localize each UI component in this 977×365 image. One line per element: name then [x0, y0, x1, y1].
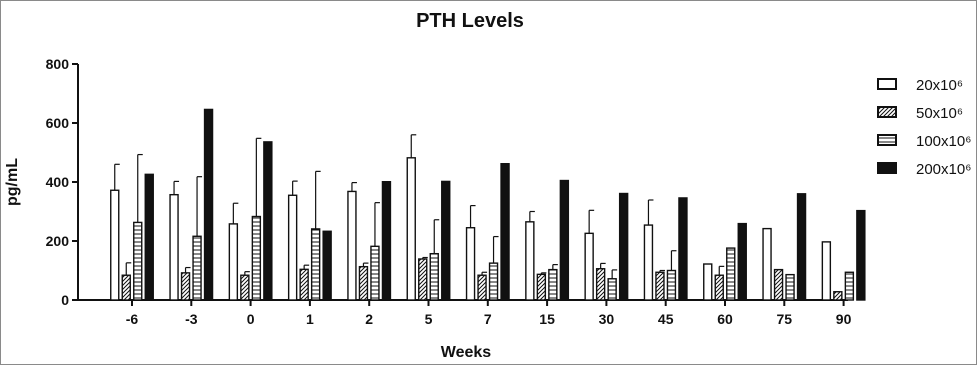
bar — [358, 265, 369, 301]
x-tick-label: 60 — [717, 311, 733, 327]
legend-swatch — [877, 134, 897, 146]
bar — [299, 268, 309, 301]
x-tick-label: 90 — [836, 311, 852, 327]
bar — [429, 252, 439, 301]
bar — [228, 223, 239, 301]
bar — [821, 241, 832, 301]
x-tick-label: 30 — [599, 311, 615, 327]
bar — [133, 221, 143, 301]
y-tick-label: 200 — [46, 233, 70, 249]
legend-swatch — [877, 78, 897, 90]
bar — [666, 269, 677, 301]
bar — [726, 247, 736, 301]
bar — [465, 227, 476, 301]
bar — [548, 268, 558, 301]
bar — [263, 141, 273, 301]
bar — [607, 278, 617, 301]
x-tick-label: 75 — [777, 311, 793, 327]
bar — [785, 273, 795, 301]
legend-label: 100x10⁶ — [916, 133, 971, 150]
x-tick-label: 5 — [425, 311, 433, 327]
y-axis-label: pg/mL — [4, 158, 21, 206]
x-tick-label: 15 — [539, 311, 555, 327]
bar — [714, 274, 724, 301]
bar — [559, 179, 570, 301]
bar — [762, 227, 772, 301]
y-tick-label: 600 — [46, 115, 70, 131]
legend-label: 20x10⁶ — [916, 77, 963, 94]
x-tick-label: 0 — [247, 311, 255, 327]
bar — [773, 268, 784, 301]
y-tick-label: 0 — [61, 292, 69, 308]
bar — [655, 271, 665, 301]
x-axis-label: Weeks — [441, 344, 492, 361]
bar — [121, 274, 131, 301]
bar — [322, 230, 332, 301]
bar — [643, 224, 654, 301]
x-tick-label: -3 — [185, 311, 198, 327]
x-tick-label: 1 — [306, 311, 314, 327]
bar — [203, 108, 214, 301]
bar — [110, 189, 120, 301]
bar — [833, 291, 843, 301]
bar — [406, 157, 416, 301]
legend-label: 50x10⁶ — [916, 105, 963, 122]
bar — [381, 181, 392, 301]
bar — [441, 180, 451, 301]
bar — [678, 197, 688, 301]
legend-swatch — [877, 106, 897, 118]
bar — [500, 163, 510, 301]
bar — [418, 258, 428, 301]
bar — [536, 273, 547, 301]
bar — [844, 271, 855, 301]
bar — [287, 194, 298, 301]
bar — [796, 193, 807, 301]
bar — [144, 173, 154, 301]
legend: 20x10⁶ 50x10⁶ 100x10⁶ 200x10⁶ — [877, 77, 971, 178]
bar — [703, 263, 713, 301]
bar — [595, 268, 606, 301]
bars-layer — [110, 108, 866, 301]
bar — [488, 262, 499, 301]
bar — [180, 272, 191, 301]
bar — [584, 232, 594, 301]
legend-swatch — [877, 162, 897, 174]
bar — [618, 192, 629, 301]
bar — [251, 215, 262, 301]
y-tick-label: 400 — [46, 174, 70, 190]
chart-title: PTH Levels — [416, 10, 524, 32]
bar — [477, 274, 487, 301]
x-tick-label: 7 — [484, 311, 492, 327]
bar — [192, 235, 202, 301]
bar — [240, 274, 250, 301]
bar — [737, 222, 747, 301]
bar — [169, 193, 179, 301]
y-tick-label: 800 — [46, 56, 70, 72]
bar — [525, 221, 535, 301]
bar — [856, 209, 866, 301]
legend-label: 200x10⁶ — [916, 161, 971, 178]
x-tick-label: 45 — [658, 311, 674, 327]
x-tick-label: 2 — [365, 311, 373, 327]
x-tick-label: -6 — [126, 311, 139, 327]
bar — [347, 190, 357, 301]
bar — [370, 245, 380, 301]
bar — [310, 228, 321, 301]
